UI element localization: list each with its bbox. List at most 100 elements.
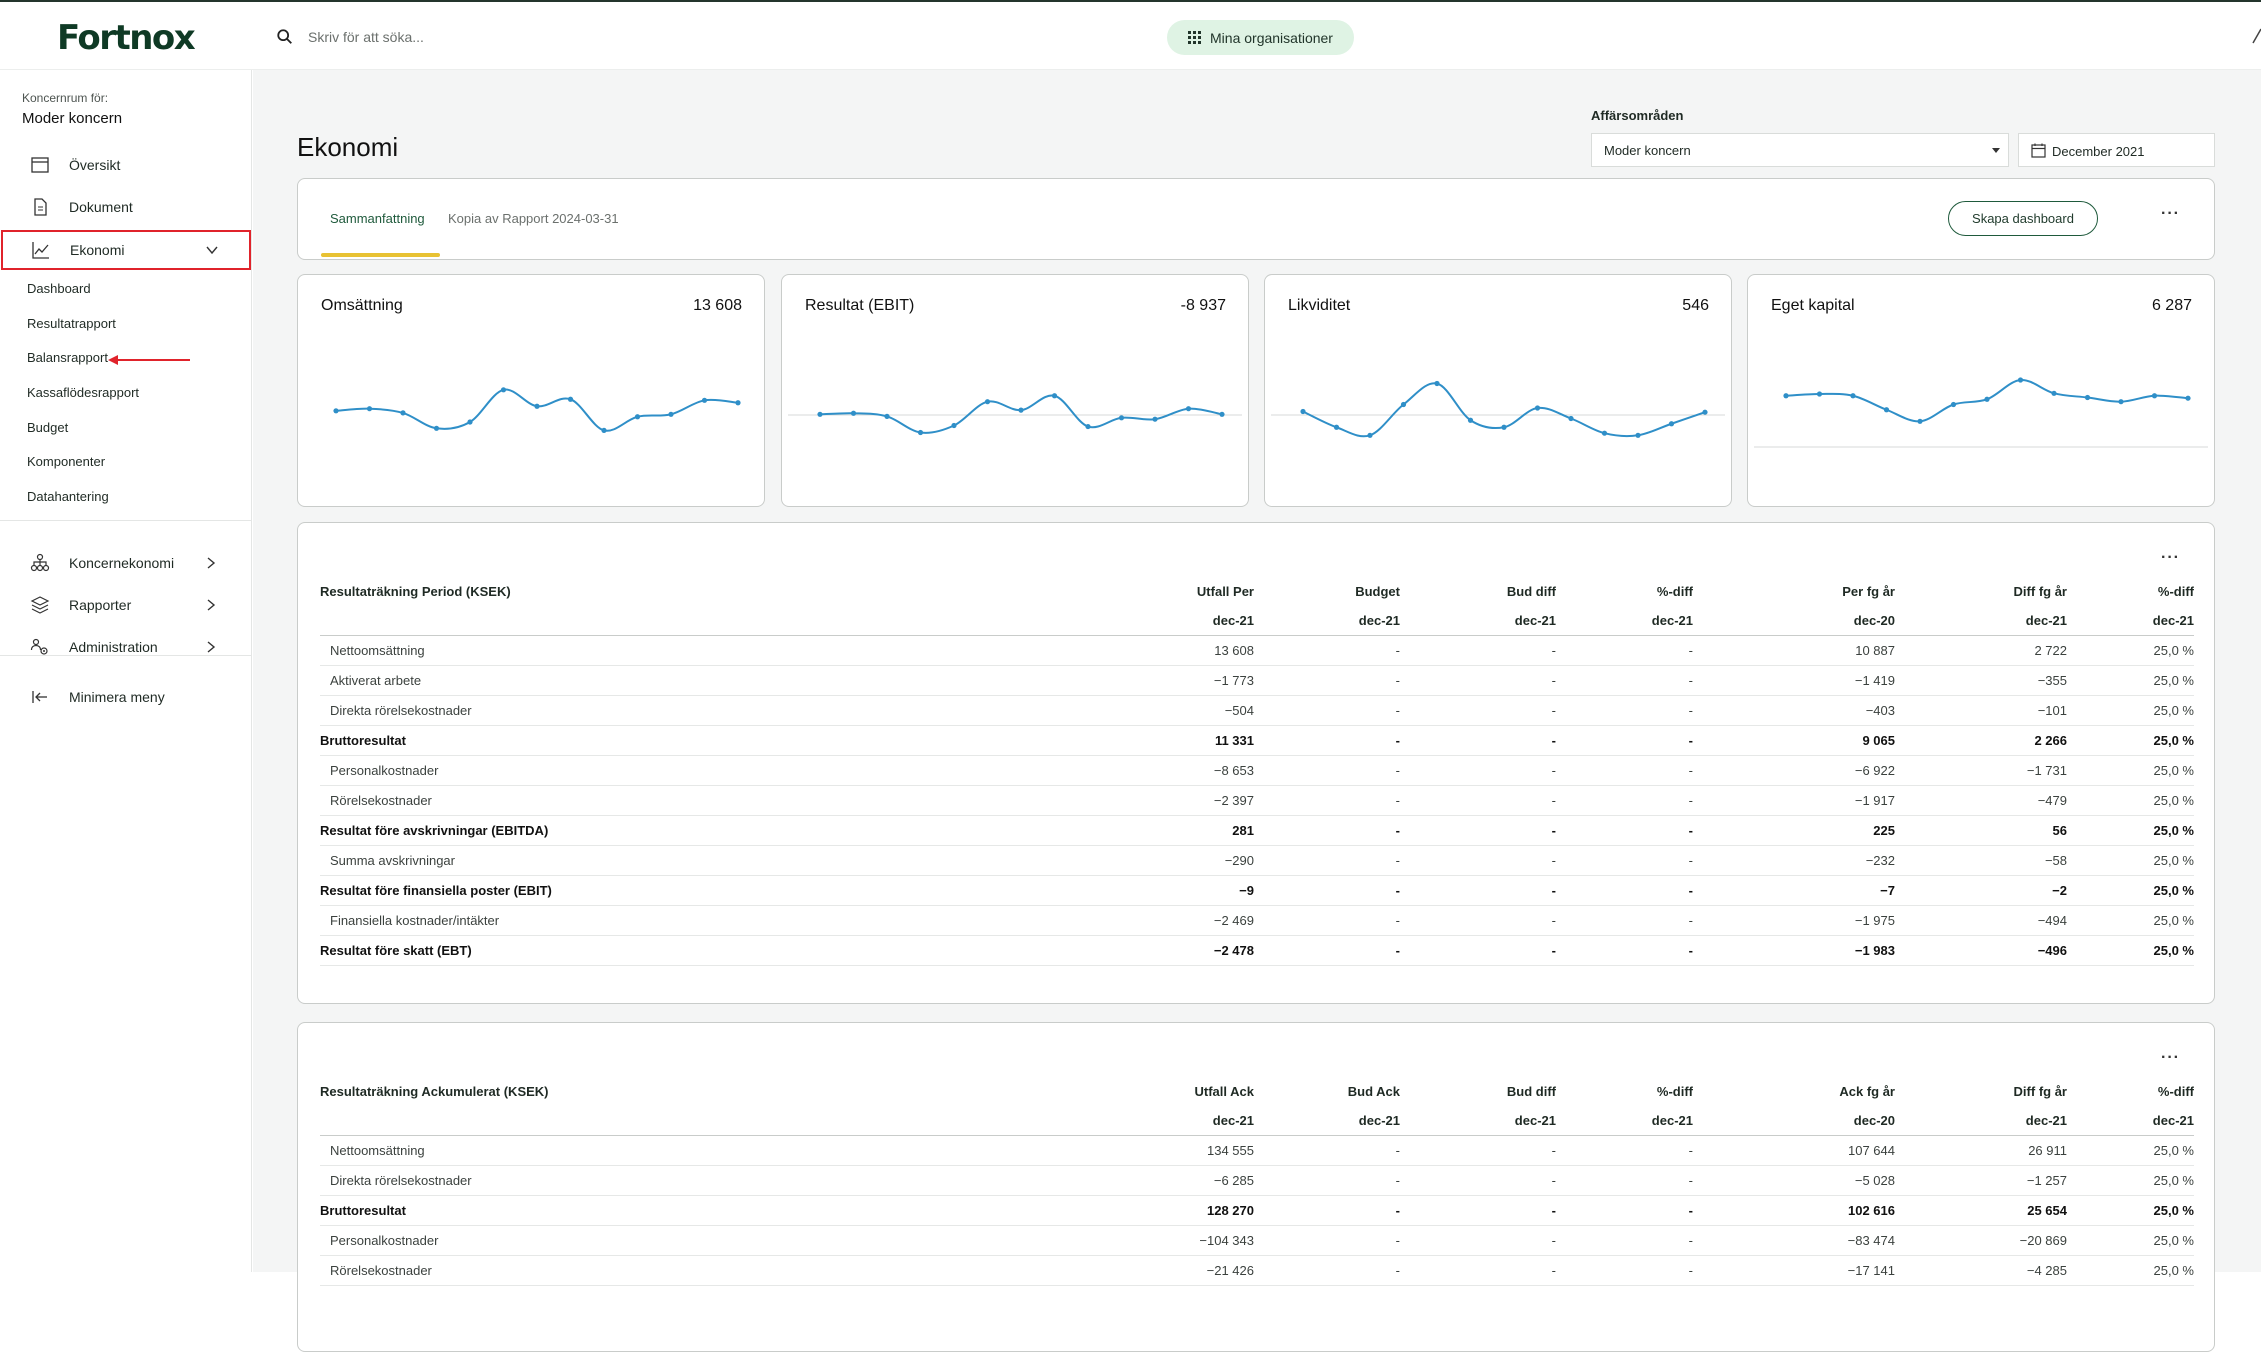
cell-value: −8 653 (1110, 755, 1254, 786)
cell-value: - (1400, 905, 1556, 936)
row-label: Summa avskrivningar (320, 845, 1110, 876)
sidebar-item-label: Minimera meny (69, 689, 165, 705)
cell-value: 25,0 % (2067, 935, 2194, 966)
sparkline-point (2084, 394, 2091, 401)
more-options-icon[interactable]: ··· (2161, 549, 2180, 566)
cell-value: −9 (1110, 875, 1254, 906)
sidebar-subitem-kassaflodesrapport[interactable]: Kassaflödesrapport (27, 385, 140, 400)
table-row[interactable]: Direkta rörelsekostnader −504- - - −403 −101 2… (320, 695, 2194, 726)
column-header: dec-20 (1693, 1107, 1895, 1136)
context-label: Koncernrum för: (22, 91, 109, 105)
cell-value: −58 (1895, 845, 2067, 876)
cell-value: −2 (1895, 875, 2067, 906)
sidebar-subitem-budget[interactable]: Budget (27, 420, 69, 435)
column-header (320, 607, 1110, 636)
table-row[interactable]: Finansiella kostnader/intäkter −2 469- - - −… (320, 905, 2194, 936)
sparkline-point (1568, 415, 1574, 422)
kpi-card-likviditet[interactable]: Likviditet 546 (1264, 274, 1732, 507)
table-row[interactable]: Direkta rörelsekostnader −6 285- - - −5 028−… (320, 1165, 2194, 1196)
fortnox-logo[interactable]: Fortnox (57, 18, 196, 58)
cell-value: - (1400, 1225, 1556, 1256)
top-bar: Fortnox Mina organisationer (0, 0, 2261, 70)
search-bar[interactable] (276, 24, 606, 50)
table-row[interactable]: Aktiverat arbete −1 773- - - −1 419 −355 25,0 … (320, 665, 2194, 696)
kpi-card-resultat-ebit[interactable]: Resultat (EBIT) -8 937 (781, 274, 1249, 507)
main-content: Ekonomi Affärsområden Moder koncern Dece… (253, 70, 2261, 1352)
cell-value: - (1556, 665, 1693, 696)
sidebar-subitem-dashboard[interactable]: Dashboard (27, 281, 91, 296)
sparkline-point (1018, 407, 1024, 413)
tab-sammanfattning[interactable]: Sammanfattning (330, 211, 425, 226)
column-header: Utfall Ack (1194, 1083, 1254, 1099)
my-organisations-button[interactable]: Mina organisationer (1167, 20, 1354, 55)
cell-value: - (1556, 815, 1693, 846)
table-row[interactable]: Summa avskrivningar −290- - - −232 −58 25,0 % (320, 845, 2194, 876)
column-header: Bud diff (1506, 583, 1556, 599)
period-picker[interactable]: December 2021 (2018, 133, 2215, 167)
column-header: %-diff (1656, 583, 1693, 599)
sidebar-item-administration[interactable]: Administration (0, 627, 252, 667)
affarsomraden-select[interactable]: Moder koncern (1591, 133, 2009, 167)
sparkline-point (500, 387, 507, 393)
cell-value: 225 (1693, 815, 1895, 846)
collapse-left-icon (32, 691, 47, 703)
table-row[interactable]: Rörelsekostnader −21 426- - - −17 141 −4 285 2… (320, 1255, 2194, 1286)
sidebar-subitem-resultatrapport[interactable]: Resultatrapport (27, 316, 116, 331)
table-row[interactable]: Rörelsekostnader −2 397- - - −1 917 −479 25,0 … (320, 785, 2194, 816)
sidebar-item-oversikt[interactable]: Översikt (0, 145, 252, 185)
sidebar-subitem-balansrapport[interactable]: Balansrapport (27, 350, 108, 365)
cell-value: - (1254, 845, 1400, 876)
create-dashboard-button[interactable]: Skapa dashboard (1948, 201, 2098, 236)
table-row[interactable]: Personalkostnader −8 653- - - −6 922 −1 731 25… (320, 755, 2194, 786)
sparkline-point (1984, 396, 1990, 402)
table-row[interactable]: Resultat före finansiella poster (EBIT) −… (320, 875, 2194, 906)
more-options-icon[interactable]: ··· (2161, 1049, 2180, 1066)
cell-value: - (1556, 845, 1693, 876)
sparkline-point (467, 419, 473, 425)
table-row[interactable]: Resultat före skatt (EBT) −2 478- - - −1 983… (320, 935, 2194, 966)
sparkline-point (1400, 401, 1407, 408)
cell-value: 102 616 (1693, 1195, 1895, 1226)
sidebar-item-rapporter[interactable]: Rapporter (0, 585, 252, 625)
cell-value: −504 (1110, 695, 1254, 726)
pen-icon[interactable] (2250, 26, 2261, 46)
cell-value: −7 (1693, 875, 1895, 906)
sparkline-line (819, 394, 1223, 434)
table-row[interactable]: Nettoomsättning 13 608- - -10 887 2 722 25,0 … (320, 635, 2194, 666)
sparkline-chart (333, 387, 741, 433)
kpi-value: 6 287 (2151, 297, 2192, 314)
sidebar-subitem-komponenter[interactable]: Komponenter (27, 454, 106, 469)
kpi-card-eget-kapital[interactable]: Eget kapital 6 287 (1747, 274, 2215, 507)
row-label: Resultat före skatt (EBT) (320, 935, 1110, 966)
table-row[interactable]: Nettoomsättning 134 555- - -107 644 26 911 25… (320, 1135, 2194, 1166)
sidebar-item-dokument[interactable]: Dokument (0, 187, 252, 227)
row-label: Personalkostnader (320, 1225, 1110, 1256)
minimize-menu-button[interactable]: Minimera meny (0, 677, 252, 717)
cell-value: −17 141 (1693, 1255, 1895, 1286)
sidebar-subitem-datahantering[interactable]: Datahantering (27, 489, 109, 504)
cell-value: 56 (1895, 815, 2067, 846)
cell-value: - (1254, 815, 1400, 846)
sparkline-point (1501, 424, 1507, 430)
tab-kopia-av-rapport[interactable]: Kopia av Rapport 2024-03-31 (448, 211, 619, 226)
more-options-icon[interactable]: ··· (2161, 205, 2180, 222)
sparkline-point (1333, 424, 1340, 430)
sidebar: Koncernrum för: Moder koncern Översikt D… (0, 70, 252, 1272)
dashboard-tabs-card: Sammanfattning Kopia av Rapport 2024-03-… (297, 178, 2215, 260)
table-row[interactable]: Personalkostnader −104 343- - - −83 474 −20 8… (320, 1225, 2194, 1256)
cell-value: - (1556, 695, 1693, 726)
table-row[interactable]: Bruttoresultat 11 331- - -9 065 2 266 25,0 % (320, 725, 2194, 756)
column-header: dec-21 (1110, 607, 1254, 636)
sidebar-item-ekonomi[interactable]: Ekonomi (1, 230, 251, 270)
search-input[interactable] (306, 28, 606, 46)
sparkline-point (1950, 401, 1957, 408)
users-settings-icon (30, 638, 48, 655)
sparkline-chart (1271, 380, 1725, 438)
kpi-title: Eget kapital (1771, 297, 1855, 314)
table-row[interactable]: Resultat före avskrivningar (EBITDA) 281-… (320, 815, 2194, 846)
context-name: Moder koncern (22, 110, 123, 127)
sidebar-item-koncernekonomi[interactable]: Koncernekonomi (0, 543, 252, 583)
table-row[interactable]: Bruttoresultat 128 270- - -102 616 25 654 25,… (320, 1195, 2194, 1226)
layers-icon (30, 596, 50, 614)
kpi-card-omsattning[interactable]: Omsättning 13 608 (297, 274, 765, 507)
